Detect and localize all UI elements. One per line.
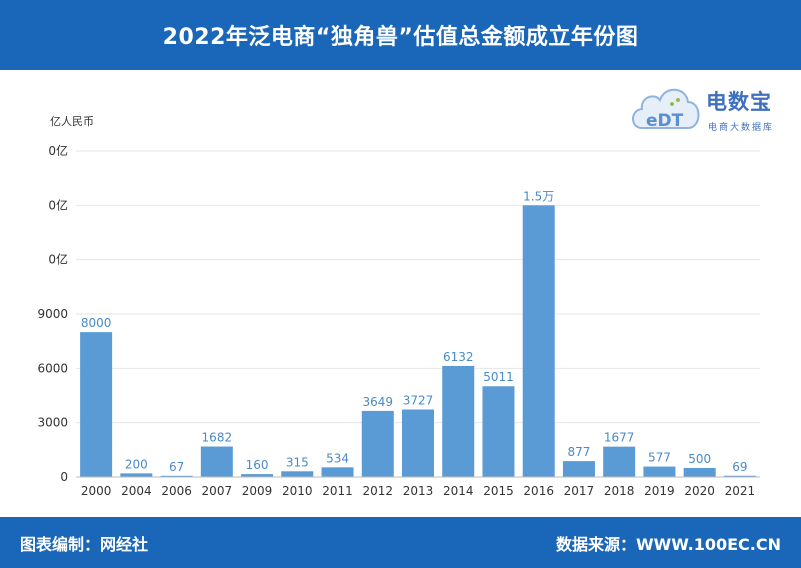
data-label: 534 xyxy=(326,451,349,465)
data-label: 577 xyxy=(648,451,671,465)
bar xyxy=(683,467,716,477)
bar xyxy=(80,332,113,477)
footer-editor: 图表编制：网经社 xyxy=(20,534,149,554)
x-tick-label: 2010 xyxy=(282,484,313,498)
data-label: 8000 xyxy=(81,316,112,330)
bar xyxy=(200,446,233,477)
x-tick-label: 2017 xyxy=(564,484,595,498)
logo-mark-text: eDT xyxy=(646,111,684,131)
brand-logo: eDT 电数宝 电商大数据库 xyxy=(628,76,798,140)
y-tick-label: 6000 xyxy=(37,361,68,375)
data-label: 1.5万 xyxy=(523,189,554,203)
y-tick-label: 0亿 xyxy=(48,252,68,267)
data-label: 6132 xyxy=(443,350,474,364)
chart-footer: 图表编制：网经社 数据来源：WWW.100EC.CN xyxy=(0,517,801,568)
data-label: 67 xyxy=(169,460,184,474)
bar xyxy=(402,409,434,477)
x-tick-label: 2016 xyxy=(523,484,554,498)
bar xyxy=(160,475,193,477)
x-tick-label: 2007 xyxy=(202,484,233,498)
y-tick-label: 0亿 xyxy=(48,197,68,212)
bar xyxy=(120,473,153,477)
bar xyxy=(603,446,636,477)
data-label: 500 xyxy=(688,452,711,466)
data-label: 3649 xyxy=(362,395,393,409)
logo-brand-name: 电数宝 xyxy=(706,90,772,114)
bar xyxy=(442,365,475,477)
x-tick-label: 2014 xyxy=(443,484,474,498)
x-tick-label: 2021 xyxy=(725,484,756,498)
data-label: 160 xyxy=(246,458,269,472)
data-label: 1682 xyxy=(202,431,233,445)
bar xyxy=(361,410,394,477)
x-axis-ticks: 2000 2004 2006 2007 2009 2010 2011 2012 2013 2014… xyxy=(81,484,755,498)
x-tick-label: 2011 xyxy=(322,484,353,498)
cloud-logo-icon: eDT xyxy=(632,88,700,131)
bar xyxy=(522,205,555,478)
data-label: 200 xyxy=(125,457,148,471)
data-label: 3727 xyxy=(403,393,434,407)
bar xyxy=(643,466,676,477)
x-tick-label: 2000 xyxy=(81,484,112,498)
y-tick-label: 9000 xyxy=(37,307,68,321)
data-label: 1677 xyxy=(604,431,635,445)
logo-brand-subtitle: 电商大数据库 xyxy=(708,123,775,133)
x-tick-label: 2004 xyxy=(121,484,152,498)
footer-source: 数据来源：WWW.100EC.CN xyxy=(555,534,781,554)
data-label: 315 xyxy=(286,455,309,469)
bar xyxy=(241,474,274,477)
chart-header: 2022年泛电商“独角兽”估值总金额成立年份图 xyxy=(0,0,801,70)
bar xyxy=(281,471,314,477)
bar xyxy=(562,461,595,477)
y-axis-unit-label: 亿人民币 xyxy=(50,115,94,128)
data-label: 5011 xyxy=(483,370,514,384)
x-tick-label: 2009 xyxy=(242,484,273,498)
y-tick-label: 0亿 xyxy=(48,143,68,158)
chart-title: 2022年泛电商“独角兽”估值总金额成立年份图 xyxy=(162,25,639,50)
x-tick-label: 2006 xyxy=(161,484,192,498)
x-tick-label: 2012 xyxy=(362,484,393,498)
data-labels: 8000 200 67 1682 160 315 534 3649 3727 6132 5011 1.… xyxy=(81,189,748,473)
bars xyxy=(80,205,756,478)
bar-chart: 0 3000 6000 9000 0亿 0亿 0亿 8000 200 67 1682 160 315 5… xyxy=(37,143,760,498)
y-axis-ticks: 0 3000 6000 9000 0亿 0亿 0亿 xyxy=(37,143,68,484)
x-tick-label: 2013 xyxy=(403,484,434,498)
bar xyxy=(723,475,756,477)
bar xyxy=(321,467,354,477)
x-tick-label: 2019 xyxy=(644,484,675,498)
y-tick-label: 3000 xyxy=(37,416,68,430)
x-tick-label: 2015 xyxy=(483,484,514,498)
x-tick-label: 2018 xyxy=(604,484,635,498)
data-label: 69 xyxy=(732,460,747,474)
bar xyxy=(482,386,515,477)
grid-lines xyxy=(76,150,760,424)
y-tick-label: 0 xyxy=(60,470,68,484)
data-label: 877 xyxy=(567,445,590,459)
x-tick-label: 2020 xyxy=(684,484,715,498)
